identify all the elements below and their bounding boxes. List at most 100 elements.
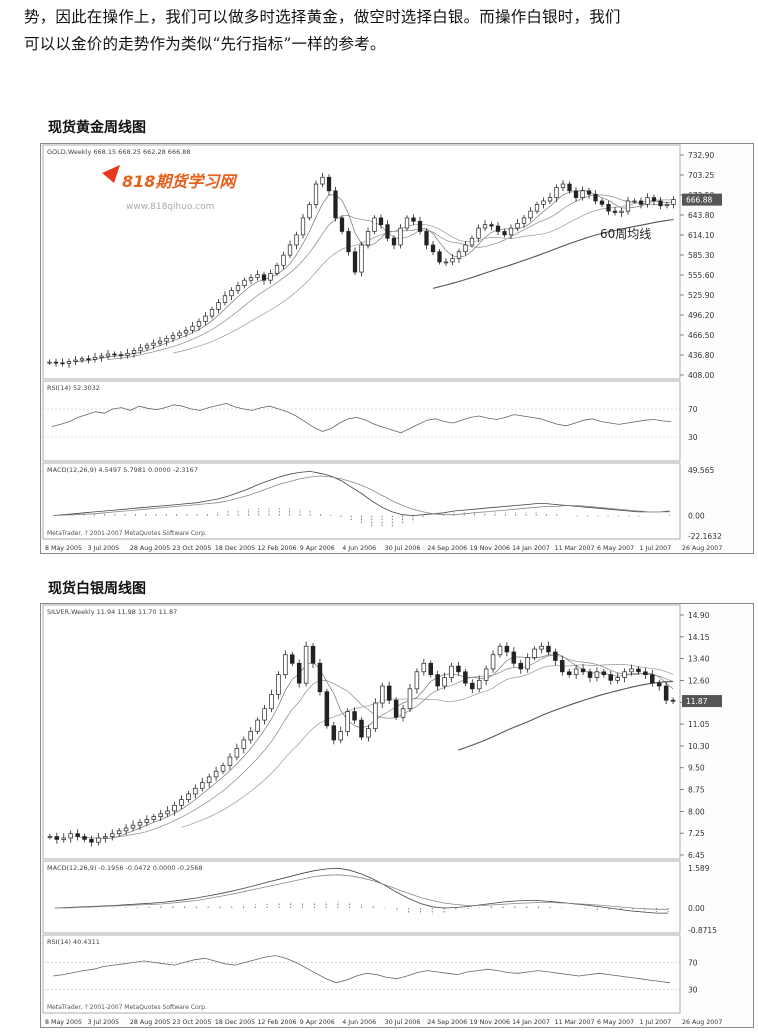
candle bbox=[671, 196, 676, 209]
paragraph-line-1: 势，因此在操作上，我们可以做多时选择黄金，做空时选择白银。而操作白银时，我们 bbox=[24, 8, 621, 26]
candle-body bbox=[359, 719, 364, 738]
candle-body bbox=[671, 199, 676, 205]
candle-body bbox=[508, 227, 514, 236]
candle bbox=[502, 228, 507, 238]
rsi-line bbox=[53, 955, 670, 984]
candle bbox=[103, 833, 108, 843]
candle-body bbox=[99, 355, 104, 358]
candle-body bbox=[532, 648, 537, 658]
candle-body bbox=[235, 285, 241, 291]
candle bbox=[539, 642, 544, 654]
candle-body bbox=[664, 204, 670, 207]
candle-body bbox=[518, 662, 524, 670]
candle bbox=[541, 197, 546, 209]
candle-body bbox=[274, 264, 280, 274]
candle-body bbox=[645, 197, 650, 205]
candle-body bbox=[622, 671, 627, 678]
candle-body bbox=[193, 787, 198, 795]
candle-body bbox=[504, 645, 510, 653]
candle bbox=[511, 647, 517, 667]
candle-body bbox=[331, 725, 337, 741]
price-axis-label: 643.80 bbox=[688, 211, 714, 220]
date-tick-label: 24 Sep 2006 bbox=[427, 1019, 467, 1026]
date-tick-label: 12 Feb 2006 bbox=[257, 545, 296, 552]
candle-body bbox=[386, 685, 392, 701]
date-tick-label: 26 Aug 2007 bbox=[682, 1019, 722, 1026]
candle bbox=[424, 228, 429, 250]
candle-body bbox=[663, 685, 669, 701]
candle-body bbox=[608, 674, 614, 681]
candle-body bbox=[61, 837, 67, 840]
price-axis-label: 7.25 bbox=[688, 829, 705, 838]
candle-body bbox=[365, 231, 371, 246]
candle-body bbox=[281, 254, 286, 266]
candle bbox=[366, 724, 371, 742]
candle-body bbox=[290, 654, 295, 664]
candle bbox=[515, 218, 520, 232]
date-tick-label: 11 Mar 2007 bbox=[555, 1019, 595, 1026]
candle-body bbox=[47, 836, 53, 838]
candle-body bbox=[573, 668, 579, 675]
candle bbox=[664, 201, 670, 209]
candle bbox=[199, 777, 205, 792]
candle-body bbox=[449, 665, 454, 678]
candle-body bbox=[490, 654, 496, 670]
candle-body bbox=[116, 830, 122, 835]
chart-svg: 14.9014.1513.4012.6011.8511.0510.309.508… bbox=[40, 603, 754, 1028]
macd-label: MACD(12,26,9) 4.5497 5.7981 0.0000 -2.31… bbox=[47, 466, 198, 474]
candle bbox=[490, 650, 496, 673]
candle-body bbox=[283, 654, 288, 675]
candle bbox=[324, 688, 330, 729]
candle-body bbox=[183, 329, 189, 334]
candle-body bbox=[612, 210, 618, 213]
candle bbox=[89, 835, 94, 847]
rsi-panel bbox=[42, 934, 681, 1014]
candle bbox=[326, 174, 332, 196]
date-tick-label: 18 Dec 2005 bbox=[215, 545, 255, 552]
candle bbox=[629, 664, 634, 676]
macd-scale-label: 49.565 bbox=[688, 466, 714, 475]
candle bbox=[144, 815, 150, 827]
macd-label: MACD(12,26,9) -0.1956 -0.0472 0.0000 -0.… bbox=[47, 864, 203, 872]
symbol-header: SILVER,Weekly 11.94 11.98 11.70 11.87 bbox=[47, 608, 177, 616]
candle-body bbox=[261, 274, 267, 281]
candle-body bbox=[92, 357, 98, 360]
candle-body bbox=[73, 359, 78, 362]
candle-body bbox=[407, 688, 413, 710]
candle bbox=[73, 356, 78, 365]
date-tick-label: 4 Jun 2006 bbox=[342, 1019, 376, 1026]
candle-body bbox=[165, 810, 170, 815]
candle-body bbox=[437, 251, 442, 263]
candle bbox=[170, 331, 176, 342]
candle bbox=[229, 287, 234, 301]
candle bbox=[209, 306, 215, 319]
candle-body bbox=[404, 217, 410, 229]
candle bbox=[339, 215, 345, 235]
candle-body bbox=[47, 361, 52, 364]
candle-body bbox=[554, 187, 559, 198]
candle bbox=[220, 762, 226, 775]
candle bbox=[534, 201, 540, 214]
watermark-flame-icon bbox=[102, 165, 120, 183]
candle-body bbox=[625, 200, 631, 212]
candle-body bbox=[599, 200, 605, 205]
date-tick-label: 3 Jul 2005 bbox=[87, 545, 119, 552]
candle bbox=[586, 187, 592, 199]
candle bbox=[307, 201, 312, 221]
candle-body bbox=[515, 222, 520, 229]
date-tick-label: 1 Jul 2007 bbox=[640, 545, 672, 552]
date-tick-label: 19 Nov 2006 bbox=[470, 1019, 510, 1026]
candle-body bbox=[636, 668, 641, 673]
candle-body bbox=[339, 217, 345, 232]
candle bbox=[456, 248, 462, 263]
candle bbox=[345, 708, 350, 737]
candle bbox=[144, 342, 150, 351]
date-tick-label: 8 May 2005 bbox=[45, 545, 82, 552]
candle bbox=[495, 222, 501, 235]
candle-body bbox=[430, 244, 436, 253]
candle bbox=[125, 348, 130, 359]
candle bbox=[601, 668, 607, 678]
candle bbox=[310, 642, 316, 669]
candle bbox=[469, 235, 475, 248]
candle bbox=[365, 227, 371, 249]
